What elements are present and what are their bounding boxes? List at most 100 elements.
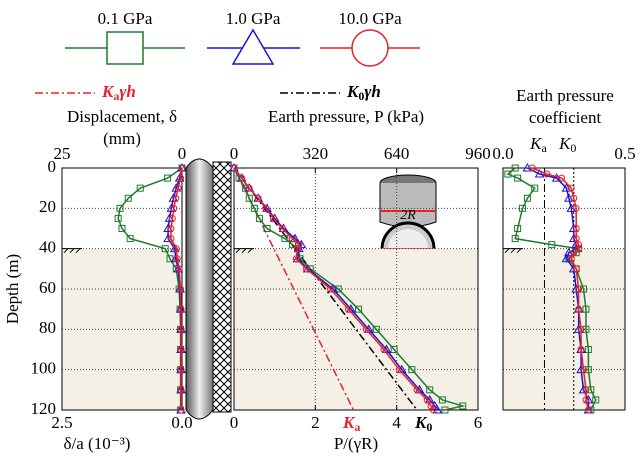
label-base: K [346,82,360,101]
x-tick-label: 320 [303,144,329,163]
label-sub: 0 [570,141,576,155]
marker [438,396,446,404]
marker [238,174,246,182]
marker [548,241,556,249]
marker [567,255,575,263]
label-base: K [342,413,356,432]
label: Ka [342,413,360,434]
marker [511,164,519,172]
marker [519,204,527,212]
marker [172,194,180,202]
y-tick-label: 60 [39,278,56,297]
marker [575,245,583,253]
marker [174,184,182,192]
marker [167,225,175,232]
x-tick-label: 960 [465,144,491,163]
marker [292,255,300,263]
marker [344,305,352,313]
y-tick-label: 120 [31,399,57,418]
marker [177,285,185,293]
axis-title: Earth pressure, P (kPa) [268,107,424,126]
marker [302,265,310,273]
marker [161,245,169,253]
marker [173,255,181,263]
ground-mark [234,248,254,254]
marker [408,366,416,374]
marker [572,225,580,232]
marker [567,184,575,192]
label-base: K [529,134,543,153]
ground-shading [234,248,478,410]
label: K0 [558,134,576,155]
label-base: K [558,134,572,153]
legend-label: 10.0 GPa [338,9,402,28]
marker [177,366,185,374]
marker [126,235,134,243]
y-tick-label: 80 [39,318,56,337]
label-sub: a [113,89,119,103]
marker [177,174,185,182]
marker [413,386,421,394]
marker [582,396,590,404]
legend-marker [106,31,144,65]
marker [372,325,380,333]
label-rest: γh [364,82,381,101]
marker [514,174,522,182]
marker [263,225,271,232]
marker [114,214,122,222]
inset-label: 2R [400,208,416,223]
marker [534,169,545,178]
marker [575,285,583,293]
marker [511,235,519,243]
label-sub: 0 [426,420,432,434]
marker [294,245,302,253]
x-tick-label: 0.0 [492,144,513,163]
axis-title: Displacement, δ [67,107,177,126]
marker [230,164,238,172]
label: K0γh [346,82,381,103]
label-base: K [414,413,428,432]
x2-tick-label: 6 [474,413,483,432]
label-sub: 0 [358,89,364,103]
y-axis-label: Depth (m) [3,254,22,324]
label: K0 [414,413,432,434]
marker [570,249,578,257]
marker [587,386,595,394]
marker [395,366,403,374]
y-tick-label: 40 [39,238,56,257]
marker [592,396,600,404]
label: Ka [529,134,547,155]
marker [177,386,185,394]
marker [380,346,388,353]
marker [514,225,522,232]
pile-graphic [185,158,232,420]
axis-title: (mm) [103,129,141,148]
label-sub: a [354,420,360,434]
marker [577,346,585,353]
marker [255,214,263,222]
label: Kaγh [101,82,136,103]
series-line [233,167,435,411]
marker [584,346,592,353]
x2-tick-label: 2.5 [51,413,72,432]
marker [580,366,588,374]
label-sub: a [541,141,547,155]
marker [531,184,539,192]
marker [577,325,585,333]
marker [254,194,262,202]
marker [167,235,175,243]
marker [441,406,449,414]
marker [429,400,440,410]
marker [177,406,185,414]
marker [136,184,144,192]
marker [572,265,580,273]
x2-tick-label: 2 [311,413,320,432]
axis-title: coefficient [529,108,602,127]
plot-frame [502,167,626,411]
marker [528,164,536,172]
marker [250,204,258,212]
marker [178,164,186,172]
marker [175,265,183,273]
marker [245,194,253,202]
